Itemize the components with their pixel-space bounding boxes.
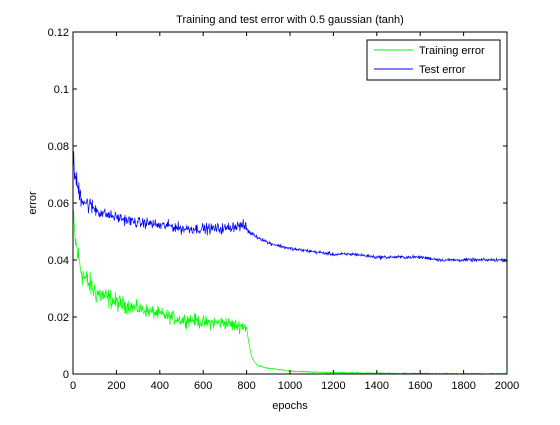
x-tick-label: 400	[151, 380, 169, 392]
y-axis-label: error	[27, 191, 39, 215]
x-tick-label: 1800	[451, 380, 475, 392]
y-tick-label: 0.06	[48, 198, 69, 210]
series-line-test-error	[73, 151, 507, 262]
x-tick-label: 2000	[495, 380, 519, 392]
x-axis-ticks: 0 200 400 600 800 1000 1200 1400 1600 1800 2000	[70, 32, 519, 392]
series-line-training-error	[73, 210, 507, 374]
plot-frame	[73, 32, 507, 374]
x-tick-label: 1400	[365, 380, 389, 392]
y-tick-label: 0.1	[54, 84, 69, 96]
y-tick-label: 0.08	[48, 141, 69, 153]
chart-title: Training and test error with 0.5 gaussia…	[176, 14, 404, 26]
x-tick-label: 0	[70, 380, 76, 392]
x-axis-label: epochs	[272, 400, 308, 412]
x-tick-label: 800	[237, 380, 255, 392]
y-tick-label: 0.02	[48, 312, 69, 324]
y-tick-label: 0.04	[48, 255, 69, 267]
x-tick-label: 200	[107, 380, 125, 392]
y-tick-label: 0	[63, 369, 69, 381]
x-tick-label: 1000	[278, 380, 302, 392]
legend-label-test-error: Test error	[419, 64, 466, 76]
series-layer	[73, 151, 507, 374]
legend: Training error Test error	[367, 40, 500, 80]
y-tick-label: 0.12	[48, 27, 69, 39]
x-tick-label: 600	[194, 380, 212, 392]
x-tick-label: 1600	[408, 380, 432, 392]
legend-label-training-error: Training error	[419, 45, 485, 57]
x-tick-label: 1200	[321, 380, 345, 392]
